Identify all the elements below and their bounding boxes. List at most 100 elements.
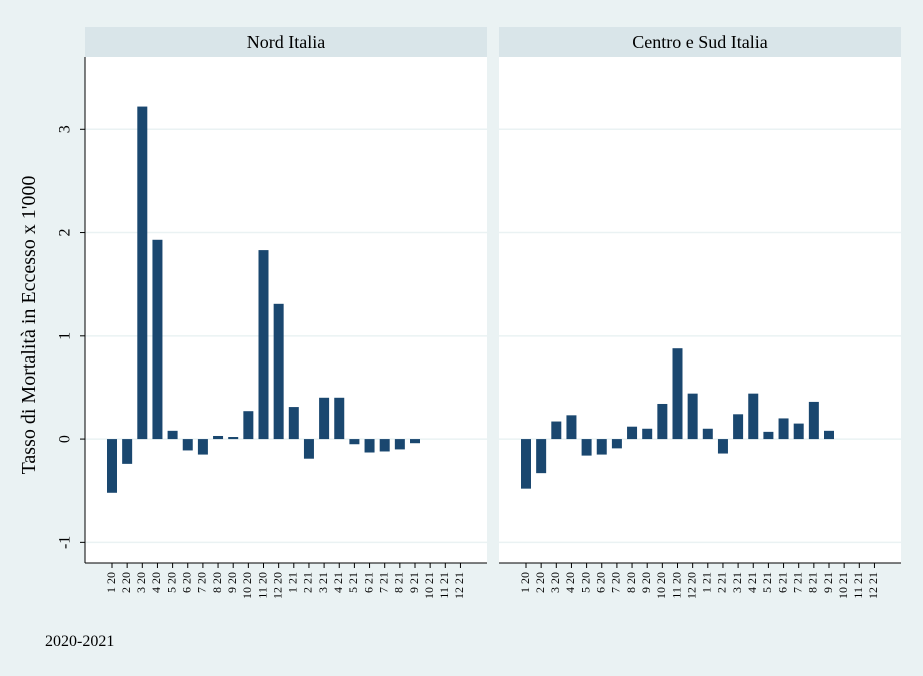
x-tick-label: 6 20: [594, 572, 608, 593]
x-tick-label: 8 20: [624, 572, 638, 593]
x-tick-label: 1 20: [518, 572, 532, 593]
x-tick-label: 6 21: [361, 572, 375, 593]
panel-centro-sud: Centro e Sud Italia 1 20 2 20 3 20 4 20 5 20…: [499, 27, 901, 599]
x-tick-label: 3 21: [730, 572, 744, 593]
x-tick-label: 2 20: [119, 572, 133, 593]
x-tick-label: 3 21: [316, 572, 330, 593]
y-axis: -1 0 1 2 3 Tasso di Mortalità in Eccesso x 1…: [18, 57, 86, 563]
bar: [167, 430, 178, 440]
bar: [717, 439, 728, 454]
x-tick-label: 10 20: [240, 572, 254, 599]
bar: [536, 439, 547, 474]
x-tick-label: 7 20: [609, 572, 623, 593]
bar: [243, 411, 254, 440]
y-tick-label: 0: [57, 435, 74, 443]
x-tick-label: 5 20: [578, 572, 592, 593]
x-tick-label: 12 21: [866, 572, 880, 599]
bar: [349, 439, 360, 445]
x-tick-label: 7 21: [790, 572, 804, 593]
bar: [657, 403, 668, 440]
x-tick-label: 4 20: [563, 572, 577, 593]
x-tick-label: 7 21: [376, 572, 390, 593]
y-axis-ticks: -1 0 1 2 3: [57, 125, 85, 549]
x-tick-label: 9 21: [407, 572, 421, 593]
bar: [611, 439, 622, 449]
bar: [521, 439, 531, 489]
x-tick-label: 1 21: [286, 572, 300, 593]
x-tick-label: 10 21: [422, 572, 436, 599]
x-tick-label: 11 21: [437, 572, 451, 599]
bar: [273, 303, 284, 440]
x-tick-label: 11 20: [255, 572, 269, 599]
bar: [410, 439, 420, 444]
bar: [137, 106, 148, 440]
bar: [379, 439, 390, 452]
bar: [672, 348, 683, 440]
x-tick-label: 4 21: [745, 572, 759, 593]
x-tick-label: 5 21: [346, 572, 360, 593]
x-tick-label: 1 21: [700, 572, 714, 593]
y-axis-label: Tasso di Mortalità in Eccesso x 1'000: [18, 176, 40, 475]
panel-centro-sud-title: Centro e Sud Italia: [632, 32, 767, 52]
bar: [566, 415, 577, 440]
y-tick-label: 2: [57, 229, 74, 237]
y-tick-label: 1: [57, 332, 74, 340]
x-tick-label: 4 20: [149, 572, 163, 593]
panel-centro-sud-strip: [499, 27, 901, 57]
bar: [824, 430, 834, 440]
x-tick-label: 9 21: [821, 572, 835, 593]
x-tick-label: 4 21: [331, 572, 345, 593]
x-tick-label: 9 20: [225, 572, 239, 593]
bar: [288, 407, 299, 440]
bar: [364, 439, 375, 453]
bar: [394, 439, 405, 450]
x-tick-label: 12 20: [684, 572, 698, 599]
bar: [733, 414, 744, 440]
x-tick-label: 12 21: [452, 572, 466, 599]
bar: [197, 439, 208, 455]
bar: [581, 439, 592, 456]
x-tick-label: 11 20: [669, 572, 683, 599]
panel-nord-title: Nord Italia: [247, 32, 325, 52]
x-tick-label: 1 20: [104, 572, 118, 593]
panel-centro-sud-bars: [521, 348, 834, 489]
bar: [334, 397, 345, 440]
x-tick-label: 2 21: [715, 572, 729, 593]
bar: [642, 428, 653, 440]
bar: [107, 439, 117, 493]
panel-nord-bars: [107, 106, 420, 493]
x-tick-label: 3 20: [134, 572, 148, 593]
panel-nord-strip: [85, 27, 487, 57]
y-tick-label: 3: [57, 125, 74, 133]
bar: [702, 428, 713, 440]
bar: [303, 439, 314, 459]
x-tick-label: 11 21: [851, 572, 865, 599]
bar: [551, 421, 562, 440]
panel-nord-plot-area: [85, 57, 487, 563]
bar: [793, 423, 804, 440]
x-tick-label: 8 20: [210, 572, 224, 593]
x-tick-label: 5 20: [164, 572, 178, 593]
panel-nord: Nord Italia 1 20 2 20 3 20 4 20 5 20 6 20 7 20…: [85, 27, 487, 599]
bar: [182, 439, 193, 451]
bar: [213, 435, 224, 440]
x-tick-label: 5 21: [760, 572, 774, 593]
x-tick-label: 10 21: [836, 572, 850, 599]
x-tick-label: 10 20: [654, 572, 668, 599]
bar: [152, 239, 163, 440]
bar: [627, 426, 638, 440]
x-tick-label: 2 21: [301, 572, 315, 593]
bar: [319, 397, 330, 440]
panel-centro-sud-plot-area: [499, 57, 901, 563]
x-tick-label: 7 20: [195, 572, 209, 593]
bar: [778, 418, 789, 440]
bar: [122, 439, 133, 464]
x-tick-label: 2 20: [533, 572, 547, 593]
bar: [748, 393, 759, 440]
bar: [687, 393, 698, 440]
x-tick-label: 3 20: [548, 572, 562, 593]
x-tick-label: 9 20: [639, 572, 653, 593]
x-tick-label: 6 21: [775, 572, 789, 593]
bar: [808, 401, 819, 440]
